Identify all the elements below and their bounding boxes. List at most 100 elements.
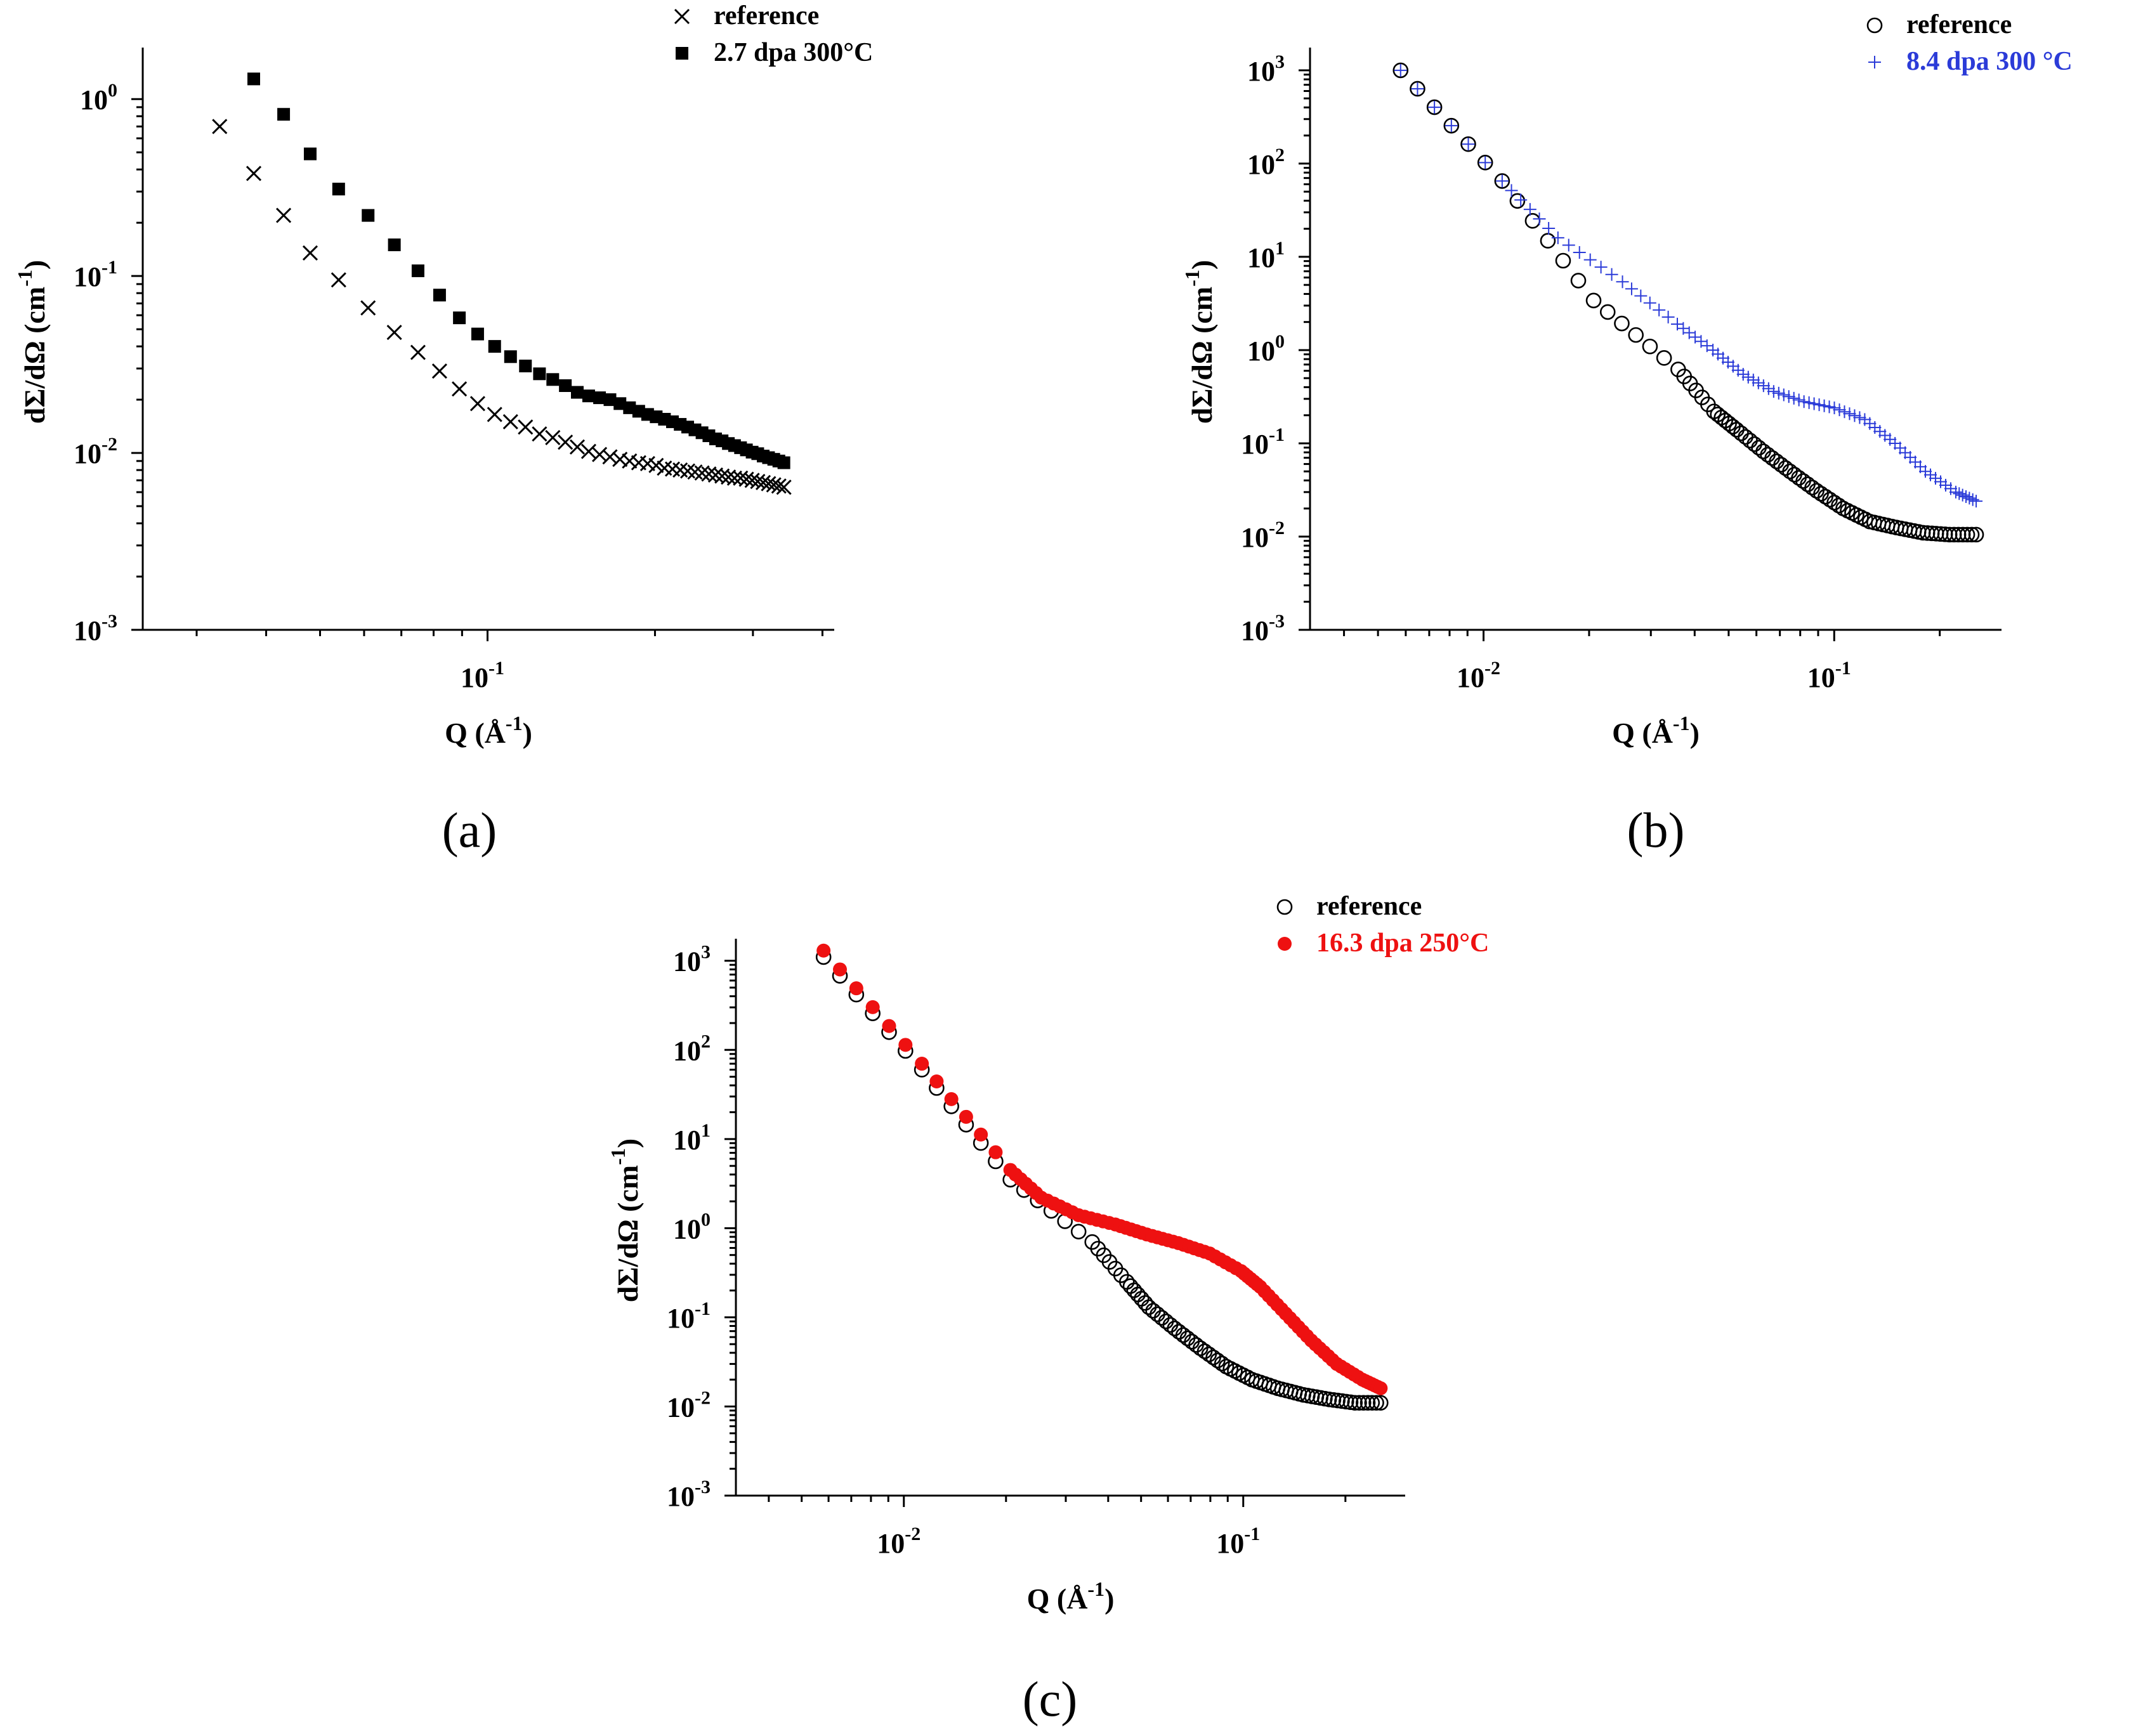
data-point (1495, 174, 1509, 188)
y-axis-title: dΣ/dΩ (cm-1) (606, 1139, 644, 1302)
data-point (612, 452, 628, 467)
data-point (622, 453, 638, 469)
panel-label: (a) (442, 802, 497, 858)
data-point (776, 480, 792, 495)
data-point (1944, 482, 1957, 495)
data-point (714, 468, 730, 484)
data-point (1360, 1395, 1376, 1411)
y-tick-label: 10-1 (1241, 424, 1285, 460)
data-point (1934, 475, 1947, 488)
legend-marker (1868, 56, 1881, 69)
data-point (1634, 289, 1648, 303)
y-tick-label: 101 (1247, 238, 1285, 273)
data-point (915, 1057, 929, 1071)
data-point (777, 456, 790, 469)
data-point (332, 183, 345, 196)
data-point (519, 360, 532, 373)
y-tick-label: 103 (1247, 51, 1285, 87)
data-point (1968, 526, 1984, 543)
data-point (1736, 368, 1750, 381)
data-point (1653, 303, 1666, 317)
data-point (433, 289, 446, 302)
y-tick-label: 100 (1247, 331, 1285, 367)
axis-ticks (131, 98, 823, 641)
data-point (766, 477, 782, 493)
data-point (1848, 409, 1861, 422)
data-point (1445, 119, 1458, 133)
data-point (1214, 1355, 1230, 1372)
data-point (1818, 399, 1831, 412)
data-point (816, 943, 831, 958)
data-point (1426, 99, 1443, 115)
data-point (1126, 1282, 1143, 1298)
data-point (1959, 490, 1972, 503)
legend: reference 8.4 dpa 300 °C (1866, 10, 2073, 76)
data-point (1351, 1395, 1367, 1411)
data-point (1145, 1303, 1162, 1319)
data-point (246, 166, 262, 181)
data-point (360, 300, 376, 316)
data-point (1585, 292, 1602, 309)
data-point (487, 407, 502, 422)
chart-panel-1: 10-1 100 10-1 10-2 10-3 Q (Å-1) dΣ/dΩ (cm-1) re… (13, 1, 873, 858)
legend: reference 16.3 dpa 250°C (1276, 892, 1489, 958)
data-point (302, 245, 318, 261)
data-point (1373, 1395, 1389, 1411)
data-point (386, 324, 402, 341)
data-point (1368, 1395, 1384, 1411)
series-2-7-dpa-300-c (247, 72, 790, 469)
data-point (1767, 385, 1780, 398)
data-point (1757, 379, 1770, 393)
data-point (1570, 273, 1587, 289)
data-point (721, 469, 737, 485)
panel-label: (c) (1023, 1671, 1078, 1726)
data-point (471, 327, 484, 341)
data-point (1150, 1306, 1165, 1322)
data-point (1562, 238, 1575, 252)
data-point (613, 397, 627, 410)
data-point (580, 443, 596, 459)
y-axis-title: dΣ/dΩ (cm-1) (13, 260, 51, 424)
legend-label: reference (714, 1, 819, 30)
data-point (1772, 386, 1785, 400)
data-point (558, 434, 573, 450)
data-point (1070, 1224, 1087, 1240)
y-tick-label: 103 (673, 942, 711, 977)
legend-marker (1278, 937, 1292, 951)
data-point (1573, 246, 1586, 259)
data-point (1514, 193, 1528, 207)
data-point (545, 429, 561, 446)
data-point (1392, 62, 1409, 79)
data-point (1762, 382, 1775, 395)
legend-label: reference (1906, 10, 2012, 39)
data-point (303, 147, 317, 160)
data-point (1599, 304, 1616, 320)
data-point (1746, 374, 1760, 387)
data-point (1524, 212, 1541, 229)
data-point (602, 449, 618, 465)
legend-marker (676, 47, 688, 60)
panel-label: (b) (1627, 802, 1685, 858)
data-point (1509, 193, 1526, 209)
data-point (1802, 396, 1816, 409)
data-point (533, 367, 546, 381)
data-point (1137, 1295, 1153, 1311)
axis-ticks (724, 960, 1347, 1507)
x-tick-label: 10-1 (1807, 658, 1851, 693)
y-tick-label: 10-1 (667, 1298, 711, 1334)
data-point (1523, 203, 1536, 216)
data-point (726, 470, 742, 486)
data-point (959, 1109, 973, 1124)
data-point (1751, 440, 1767, 456)
data-point (1807, 397, 1821, 410)
data-point (1939, 478, 1952, 492)
data-point (1594, 261, 1608, 274)
data-point (1812, 398, 1826, 412)
data-point (701, 466, 717, 482)
y-axis-title: dΣ/dΩ (cm-1) (1181, 260, 1218, 424)
data-point (1797, 395, 1811, 408)
data-point (1919, 465, 1932, 478)
data-point (247, 72, 261, 86)
data-point (1746, 436, 1762, 452)
data-point (1477, 155, 1493, 171)
